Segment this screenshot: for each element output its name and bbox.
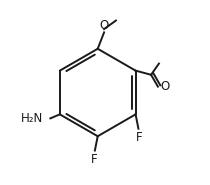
Text: H₂N: H₂N (21, 112, 43, 125)
Text: F: F (91, 153, 97, 166)
Text: F: F (136, 131, 143, 144)
Text: O: O (100, 19, 109, 32)
Text: O: O (160, 80, 169, 93)
